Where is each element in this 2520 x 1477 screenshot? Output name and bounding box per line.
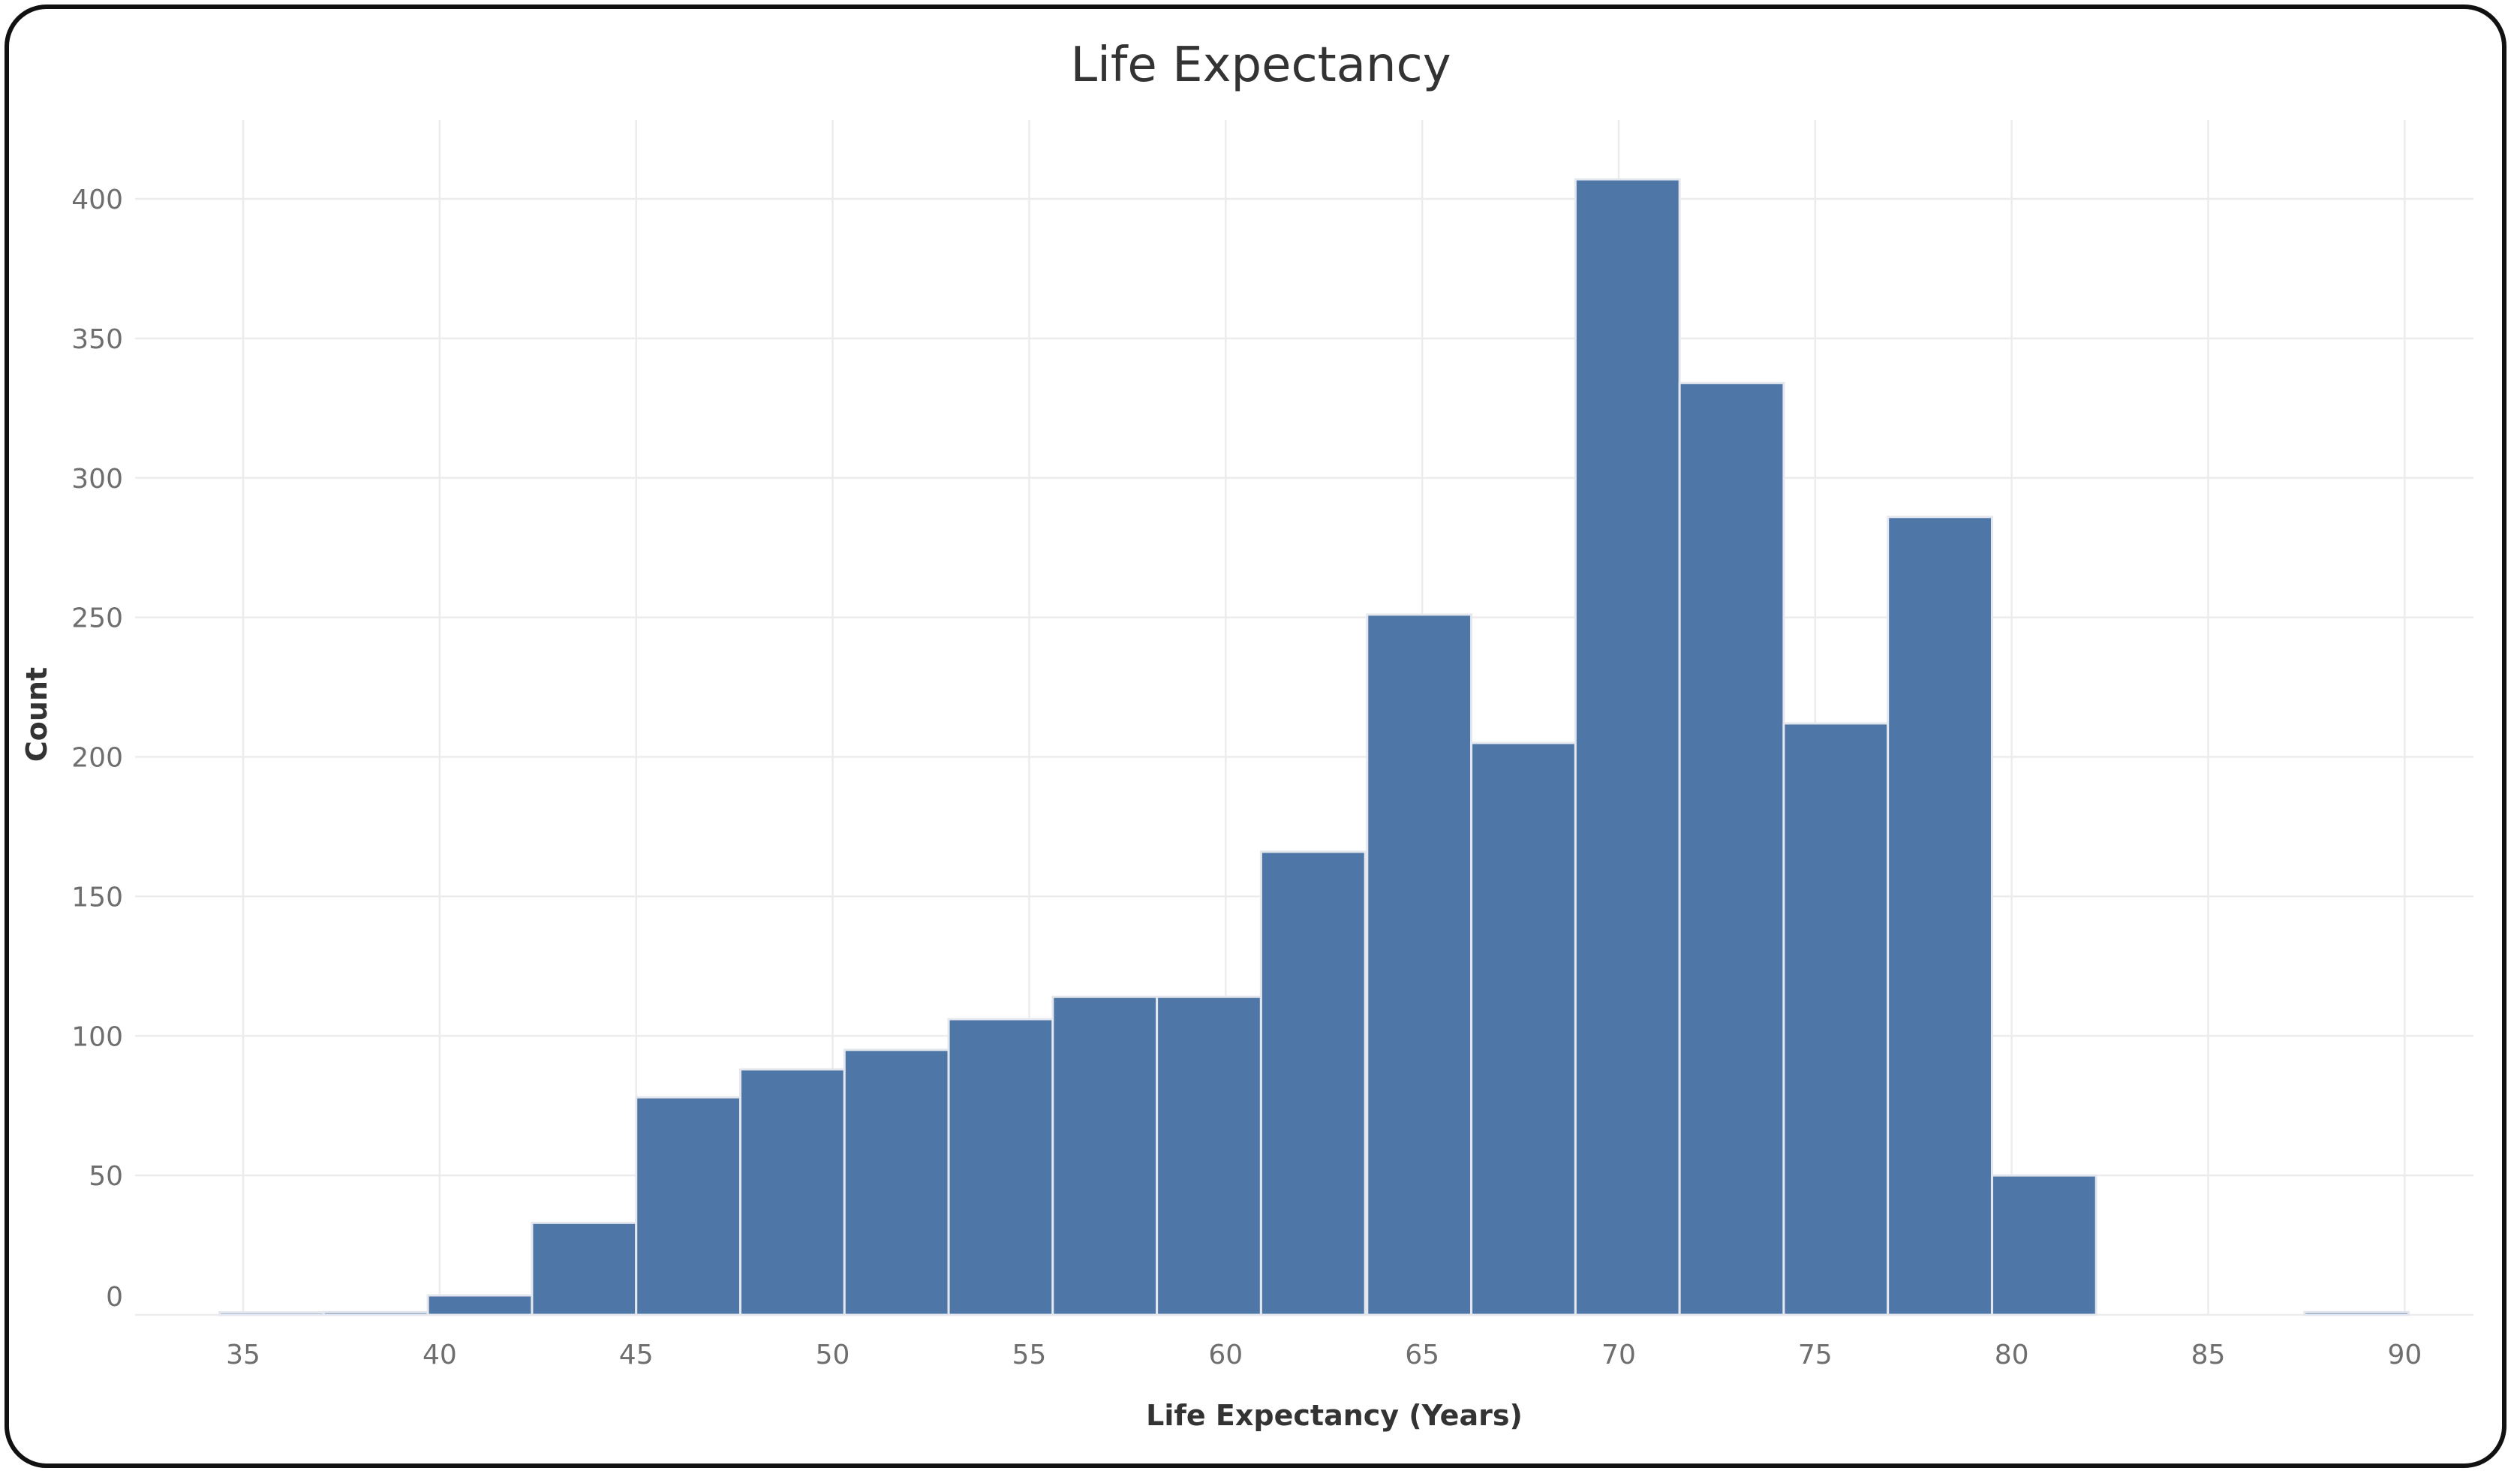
histogram-bar xyxy=(1366,613,1473,1316)
histogram-bar xyxy=(1156,995,1262,1316)
histogram-bar xyxy=(1887,516,1993,1316)
histogram-bar xyxy=(2303,1310,2410,1316)
x-tick-label: 80 xyxy=(1995,1340,2029,1370)
x-tick-label: 50 xyxy=(816,1340,850,1370)
y-tick-label: 250 xyxy=(71,603,123,634)
histogram-bar xyxy=(1259,850,1367,1316)
y-tick-label: 0 xyxy=(106,1282,123,1313)
x-tick-label: 55 xyxy=(1012,1340,1047,1370)
histogram-bar xyxy=(635,1096,741,1316)
histogram-bar xyxy=(1990,1174,2097,1316)
histogram-bar xyxy=(738,1068,846,1316)
histogram-bar xyxy=(1470,742,1577,1316)
x-tick-label: 40 xyxy=(423,1340,457,1370)
y-axis-ticks: 0 50 100 150 200 250 300 350 400 xyxy=(71,185,123,1313)
y-tick-label: 150 xyxy=(71,882,123,913)
histogram-bar xyxy=(531,1221,638,1316)
x-tick-label: 35 xyxy=(226,1340,260,1370)
histogram-bar xyxy=(947,1018,1054,1316)
y-tick-label: 350 xyxy=(71,324,123,355)
y-tick-label: 200 xyxy=(71,743,123,774)
y-tick-label: 400 xyxy=(71,185,123,215)
x-tick-label: 70 xyxy=(1601,1340,1636,1370)
histogram-bar xyxy=(322,1310,429,1316)
bars xyxy=(218,178,2410,1316)
chart-title: Life Expectancy xyxy=(1070,38,1451,93)
histogram-bar xyxy=(1051,995,1159,1316)
histogram-bar xyxy=(1782,722,1890,1316)
y-tick-label: 50 xyxy=(89,1161,123,1192)
histogram-bar xyxy=(1574,178,1681,1316)
x-tick-label: 75 xyxy=(1798,1340,1833,1370)
x-tick-label: 85 xyxy=(2191,1340,2226,1370)
histogram-bar xyxy=(1678,381,1785,1316)
y-axis-label: Count xyxy=(20,667,53,762)
histogram-bar xyxy=(218,1311,325,1316)
y-tick-label: 300 xyxy=(71,464,123,495)
x-tick-label: 60 xyxy=(1208,1340,1243,1370)
y-tick-label: 100 xyxy=(71,1021,123,1052)
histogram-bar xyxy=(843,1048,950,1316)
x-axis-ticks: 35 40 45 50 55 60 65 70 75 80 85 90 xyxy=(226,1340,2422,1370)
x-tick-label: 65 xyxy=(1405,1340,1439,1370)
x-tick-label: 45 xyxy=(619,1340,654,1370)
x-tick-label: 90 xyxy=(2387,1340,2422,1370)
x-axis-label: Life Expectancy (Years) xyxy=(1146,1399,1523,1432)
histogram-bar xyxy=(426,1294,534,1316)
